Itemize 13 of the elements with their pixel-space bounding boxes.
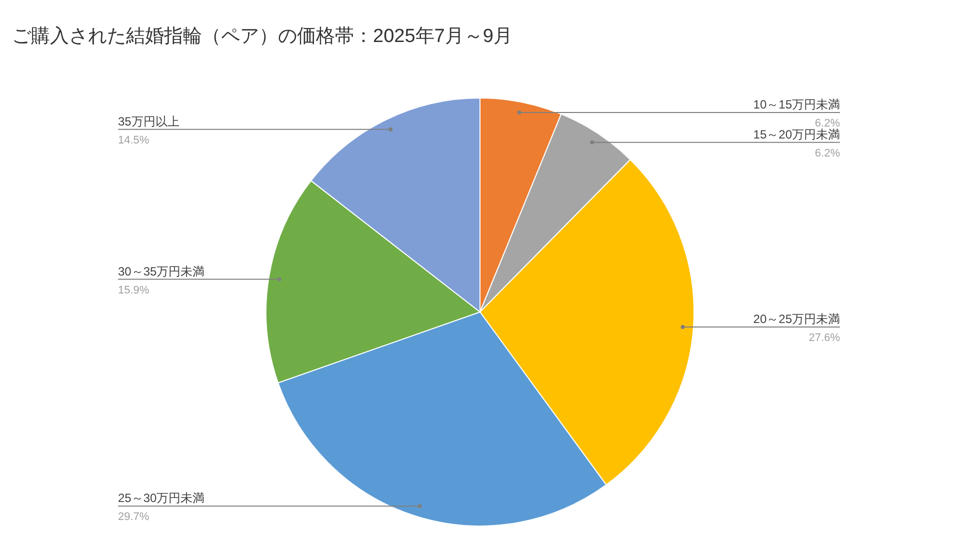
slice-label: 25～30万円未満 [118,491,205,506]
chart-title: ご購入された結婚指輪（ペア）の価格帯：2025年7月～9月 [12,26,512,47]
slice-label: 20～25万円未満 [753,312,840,326]
slice-label: 35万円以上 [118,114,180,128]
slice-label: 15～20万円未満 [753,127,840,142]
slice-label: 30～35万円未満 [118,264,205,278]
slice-label: 10～15万円未満 [753,98,840,112]
data-label: 29.7% [118,511,150,524]
data-label: 6.2% [814,147,840,160]
data-label: 27.6% [808,332,840,344]
data-label: 14.5% [118,134,150,146]
data-label: 15.9% [118,284,150,296]
data-label: 6.2% [814,118,840,130]
